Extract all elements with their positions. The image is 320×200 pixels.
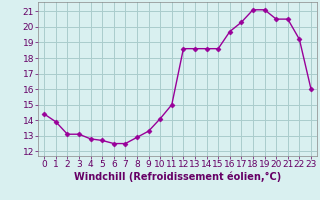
X-axis label: Windchill (Refroidissement éolien,°C): Windchill (Refroidissement éolien,°C) (74, 172, 281, 182)
